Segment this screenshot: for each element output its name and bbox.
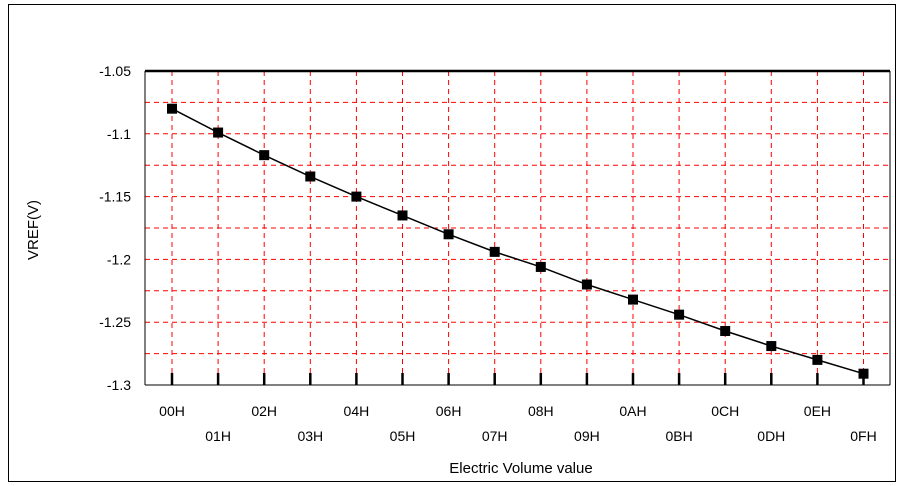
data-point: [443, 229, 454, 240]
data-point: [628, 294, 638, 305]
data-point: [489, 246, 500, 257]
data-point: [674, 309, 685, 320]
x-tick-label: 02H: [251, 403, 277, 419]
x-tick-label: 03H: [297, 428, 323, 444]
x-tick-label: 06H: [436, 403, 462, 419]
data-point: [213, 127, 224, 138]
x-tick-label: 0FH: [850, 428, 876, 444]
data-point: [858, 368, 869, 379]
data-point: [305, 171, 316, 182]
x-tick-label: 0CH: [711, 403, 739, 419]
grid: [145, 71, 890, 385]
x-tick-label: 0AH: [619, 403, 646, 419]
y-tick-label: -1.2: [107, 251, 131, 267]
y-tick-label: -1.05: [99, 63, 131, 79]
data-point: [351, 191, 362, 202]
data-point: [167, 103, 177, 114]
x-tick-label: 0EH: [804, 403, 831, 419]
x-axis-ticks: 00H 01H 02H 03H 04H 05H 06H 07H 08H 09H 0AH 0BH 0CH 0…: [159, 373, 877, 444]
series: [167, 103, 869, 379]
data-point: [720, 325, 731, 336]
y-axis-ticks: -1.05 -1.1 -1.15 -1.2 -1.25 -1.3: [99, 63, 131, 393]
y-tick-label: -1.1: [107, 126, 131, 142]
data-point: [766, 341, 777, 352]
x-tick-label: 04H: [344, 403, 370, 419]
x-tick-label: 0BH: [665, 428, 692, 444]
data-point: [581, 279, 592, 290]
x-tick-label: 07H: [482, 428, 508, 444]
y-tick-label: -1.15: [99, 189, 131, 205]
data-point: [812, 354, 823, 365]
x-tick-label: 00H: [159, 403, 185, 419]
y-axis-title: VREF(V): [25, 200, 42, 260]
chart-frame: [8, 4, 896, 482]
x-tick-label: 08H: [528, 403, 554, 419]
y-tick-label: -1.3: [107, 377, 131, 393]
data-point: [259, 150, 270, 161]
x-tick-label: 01H: [205, 428, 231, 444]
x-tick-label: 05H: [390, 428, 416, 444]
data-point: [397, 210, 408, 221]
x-tick-label: 0DH: [757, 428, 785, 444]
x-tick-label: 09H: [574, 428, 600, 444]
series-line: [171, 108, 864, 375]
plot-border: [144, 69, 891, 386]
y-tick-label: -1.25: [99, 314, 131, 330]
data-point: [535, 261, 546, 272]
x-axis-title: Electric Volume value: [449, 460, 592, 477]
